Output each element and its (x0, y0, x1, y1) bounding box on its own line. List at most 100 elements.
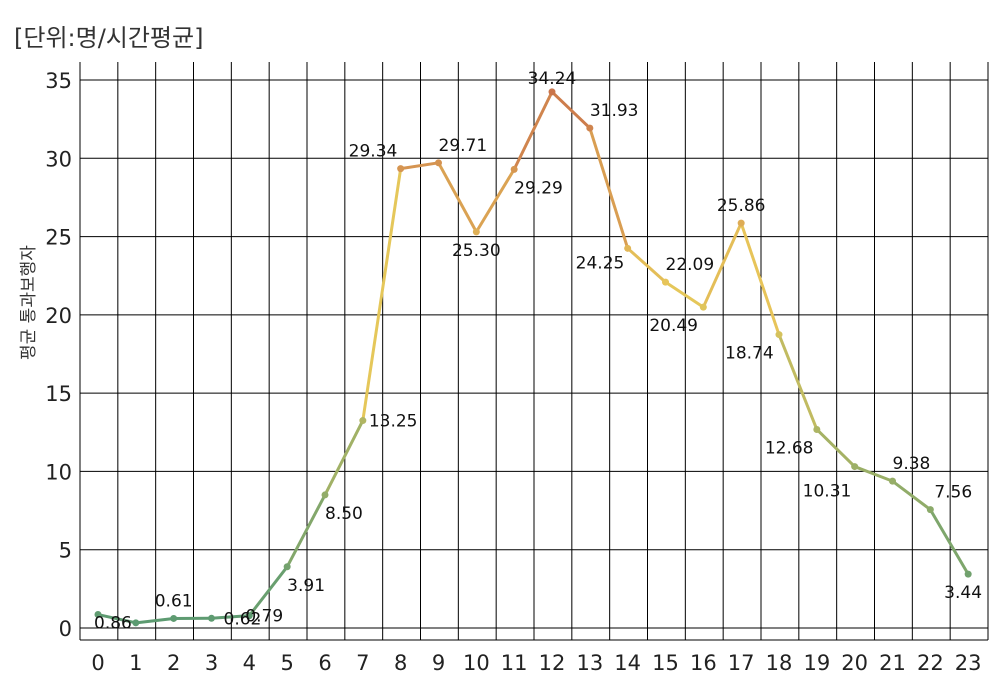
unit-note: [단위:명/시간평균] (14, 24, 204, 52)
y-tick-label: 35 (45, 69, 72, 93)
line-segment (437, 161, 478, 234)
line-segment (285, 493, 327, 569)
data-point (813, 425, 821, 433)
data-point (245, 612, 253, 620)
x-tick-label: 4 (243, 651, 256, 675)
x-tick-label: 13 (576, 651, 603, 675)
data-point (586, 124, 594, 132)
data-point (737, 219, 745, 227)
data-point (397, 165, 405, 173)
data-label: 25.86 (717, 196, 766, 216)
data-point (170, 614, 178, 622)
data-point (435, 159, 442, 167)
x-tick-label: 14 (614, 651, 641, 675)
line-segment (891, 479, 932, 512)
data-label: 0.62 (224, 609, 262, 629)
data-point (283, 563, 291, 571)
x-tick-label: 8 (394, 651, 407, 675)
line-segment (777, 333, 819, 431)
data-point (775, 331, 783, 339)
y-tick-label: 20 (45, 304, 72, 328)
data-point (926, 506, 934, 514)
data-label: 12.68 (765, 438, 814, 458)
x-tick-label: 18 (766, 651, 793, 675)
line-segment (701, 221, 743, 309)
x-tick-label: 20 (841, 651, 868, 675)
x-tick-label: 12 (539, 651, 566, 675)
y-tick-label: 30 (45, 147, 72, 171)
data-label: 34.24 (528, 69, 577, 89)
data-label: 25.30 (452, 241, 501, 261)
x-tick-label: 1 (129, 651, 142, 675)
x-tick-label: 17 (728, 651, 755, 675)
x-tick-label: 10 (463, 651, 490, 675)
data-label: 20.49 (649, 316, 698, 336)
data-label: 31.93 (590, 101, 639, 121)
data-point (889, 477, 896, 485)
line-segment (626, 246, 667, 284)
x-tick-label: 22 (917, 651, 944, 675)
y-tick-label: 25 (45, 226, 72, 250)
y-tick-labels: 0 5 10 15 20 25 30 35 (45, 69, 72, 641)
data-point (510, 165, 518, 173)
line-segment (853, 465, 894, 483)
data-label: 0.61 (155, 591, 193, 611)
y-tick-label: 10 (45, 460, 72, 484)
data-label: 0.79 (245, 607, 283, 627)
data-point (662, 278, 669, 286)
data-label: 7.56 (934, 483, 972, 503)
data-label: 10.31 (803, 482, 852, 502)
line-segment (474, 167, 516, 234)
x-tick-label: 6 (318, 651, 331, 675)
line-segment (323, 419, 365, 497)
x-tick-label: 9 (432, 651, 445, 675)
x-tick-label: 16 (690, 651, 717, 675)
x-tick-label: 3 (205, 651, 218, 675)
data-point (359, 417, 367, 425)
line-segment (664, 280, 705, 309)
data-label: 3.44 (944, 583, 982, 603)
x-tick-label: 2 (167, 651, 180, 675)
series-line (96, 90, 970, 625)
data-label: 13.25 (369, 412, 418, 432)
x-tick-label: 0 (91, 651, 104, 675)
x-tick-label: 5 (280, 651, 293, 675)
data-point (208, 614, 215, 622)
data-point (964, 570, 972, 578)
y-tick-label: 15 (45, 382, 72, 406)
line-segment (928, 508, 970, 576)
data-label: 0.86 (94, 614, 132, 634)
line-segment (361, 167, 403, 423)
x-tick-label: 15 (652, 651, 679, 675)
data-label: 3.91 (287, 576, 325, 596)
data-points (94, 88, 972, 627)
x-tick-label: 23 (955, 651, 982, 675)
data-point (472, 228, 480, 236)
x-tick-label: 19 (803, 651, 830, 675)
data-label: 29.34 (349, 142, 398, 162)
x-tick-label: 7 (356, 651, 369, 675)
grid (79, 62, 989, 641)
line-segment (134, 616, 176, 625)
y-tick-label: 5 (59, 539, 72, 563)
x-tick-labels: 0 1 2 3 4 5 6 7 8 9 10 11 12 13 14 15 16 17 18 19 20 21 22 23 (91, 651, 981, 675)
data-labels: 0.86 0.61 0.620.793.91 8.50 13.25 29.34 29.71 2… (94, 69, 982, 634)
data-label: 29.71 (439, 136, 488, 156)
data-point (699, 303, 707, 311)
data-label: 8.50 (325, 504, 363, 524)
x-tick-label: 11 (501, 651, 528, 675)
line-segment (210, 614, 251, 620)
line-segment (739, 221, 781, 337)
data-point (624, 244, 632, 252)
data-label: 29.29 (514, 178, 563, 198)
line-segment (399, 161, 440, 171)
line-segment (815, 427, 857, 469)
line-segment (512, 90, 554, 171)
data-label: 18.74 (725, 344, 774, 364)
line-segment (247, 565, 289, 618)
line-segment (588, 126, 630, 250)
data-point (851, 463, 859, 471)
data-label: 24.25 (576, 253, 625, 273)
data-point (94, 611, 102, 619)
